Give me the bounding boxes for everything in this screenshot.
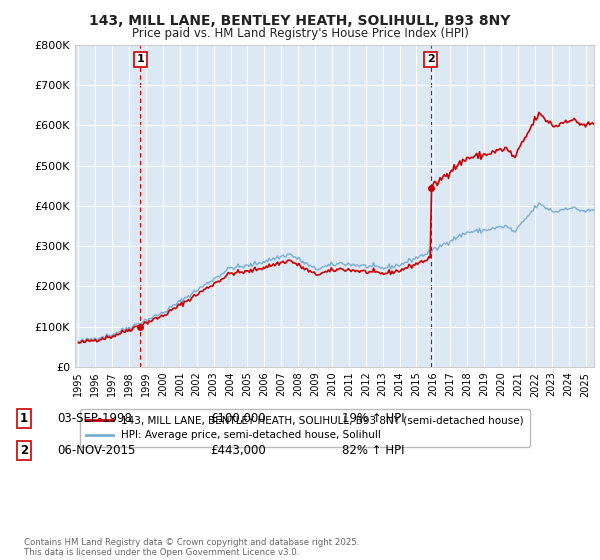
Text: 143, MILL LANE, BENTLEY HEATH, SOLIHULL, B93 8NY: 143, MILL LANE, BENTLEY HEATH, SOLIHULL,… [89, 14, 511, 28]
Text: Price paid vs. HM Land Registry's House Price Index (HPI): Price paid vs. HM Land Registry's House … [131, 27, 469, 40]
Text: 2: 2 [427, 54, 434, 64]
Text: 06-NOV-2015: 06-NOV-2015 [57, 444, 136, 458]
Text: £443,000: £443,000 [210, 444, 266, 458]
Text: 82% ↑ HPI: 82% ↑ HPI [342, 444, 404, 458]
Legend: 143, MILL LANE, BENTLEY HEATH, SOLIHULL, B93 8NY (semi-detached house), HPI: Ave: 143, MILL LANE, BENTLEY HEATH, SOLIHULL,… [80, 409, 530, 447]
Text: 19% ↑ HPI: 19% ↑ HPI [342, 412, 404, 426]
Text: £100,000: £100,000 [210, 412, 266, 426]
Text: 1: 1 [20, 412, 28, 426]
Text: 2: 2 [20, 444, 28, 458]
Text: 1: 1 [137, 54, 144, 64]
Text: 03-SEP-1998: 03-SEP-1998 [57, 412, 132, 426]
Text: Contains HM Land Registry data © Crown copyright and database right 2025.
This d: Contains HM Land Registry data © Crown c… [24, 538, 359, 557]
